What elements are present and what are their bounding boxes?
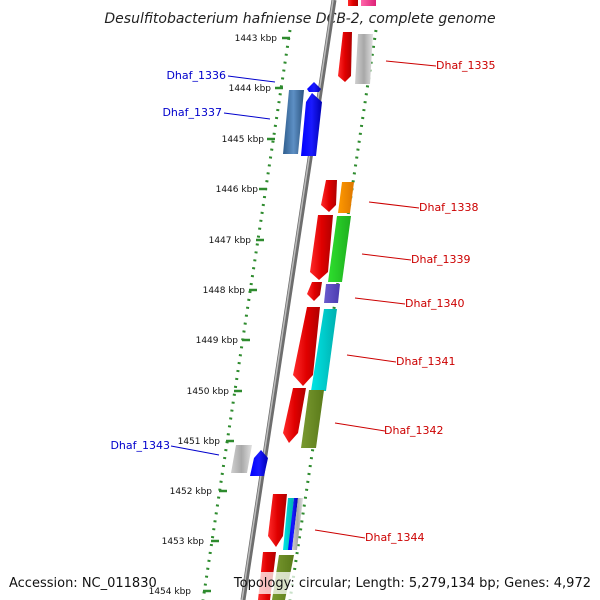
- gene-label-dhaf-1342[interactable]: Dhaf_1342: [384, 424, 444, 437]
- label-connectors: [170, 60, 437, 539]
- tick-label: 1450 kbp: [187, 387, 230, 397]
- tick-label: 1445 kbp: [222, 135, 265, 145]
- feature-dhaf-1342[interactable]: [283, 388, 324, 448]
- feature-dhaf-1344[interactable]: [268, 494, 303, 550]
- gene-label-dhaf-1336[interactable]: Dhaf_1336: [166, 69, 226, 82]
- feature-dhaf-1341[interactable]: [293, 307, 337, 391]
- tick-label: 1453 kbp: [162, 537, 205, 547]
- feature-dhaf-1340[interactable]: [307, 282, 340, 303]
- gene-label-dhaf-1335[interactable]: Dhaf_1335: [436, 59, 496, 72]
- gene-label-dhaf-1338[interactable]: Dhaf_1338: [419, 201, 479, 214]
- feature-dhaf-1337[interactable]: [283, 90, 322, 156]
- summary-backdrop: [256, 572, 596, 594]
- tick-label: 1444 kbp: [229, 84, 272, 94]
- tick-label: 1448 kbp: [203, 286, 246, 296]
- gene-label-dhaf-1343[interactable]: Dhaf_1343: [110, 439, 170, 452]
- gene-label-dhaf-1344[interactable]: Dhaf_1344: [365, 531, 425, 544]
- gene-label-dhaf-1341[interactable]: Dhaf_1341: [396, 355, 456, 368]
- tick-label: 1451 kbp: [178, 437, 221, 447]
- tick-label: 1449 kbp: [196, 336, 239, 346]
- map-title: Desulfitobacterium hafniense DCB-2, comp…: [104, 11, 495, 27]
- tick-marks: [203, 36, 290, 593]
- tick-label: 1452 kbp: [170, 487, 213, 497]
- tick-label: 1454 kbp: [149, 587, 192, 597]
- feature-top-partial[interactable]: [348, 0, 376, 6]
- track-left-dotted: [201, 29, 292, 600]
- tick-label: 1447 kbp: [209, 236, 252, 246]
- feature-dhaf-1335[interactable]: [338, 32, 373, 84]
- accession-text: Accession: NC_011830: [9, 576, 157, 591]
- genome-summary-text: Topology: circular; Length: 5,279,134 bp…: [233, 576, 591, 591]
- tick-label: 1446 kbp: [216, 185, 259, 195]
- feature-dhaf-1338[interactable]: [321, 180, 354, 213]
- gene-label-dhaf-1339[interactable]: Dhaf_1339: [411, 253, 471, 266]
- tick-label: 1443 kbp: [235, 34, 278, 44]
- gene-label-dhaf-1340[interactable]: Dhaf_1340: [405, 297, 465, 310]
- feature-dhaf-1336[interactable]: [307, 82, 321, 92]
- feature-dhaf-1343[interactable]: [231, 445, 268, 476]
- feature-dhaf-1339[interactable]: [310, 215, 351, 282]
- gene-label-dhaf-1337[interactable]: Dhaf_1337: [162, 106, 222, 119]
